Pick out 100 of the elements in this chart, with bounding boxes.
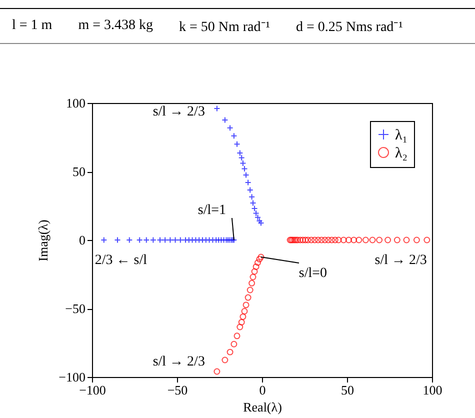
point: [314, 236, 322, 244]
x-tick-label: 50: [341, 382, 354, 398]
point: [230, 340, 238, 348]
point: [220, 236, 227, 244]
y-tick-label: 100: [66, 96, 86, 110]
point: [150, 236, 156, 244]
point: [196, 236, 202, 244]
y-tick-label: 0: [79, 232, 86, 248]
x-tick-label: −50: [167, 382, 188, 398]
point: [311, 236, 318, 244]
point: [244, 294, 252, 301]
point: [182, 236, 189, 244]
point: [230, 132, 238, 140]
point: [394, 236, 400, 244]
point: [222, 356, 228, 364]
point: [238, 318, 245, 326]
point: [242, 302, 250, 308]
point: [297, 236, 304, 244]
point: [356, 236, 362, 244]
point: [226, 124, 234, 132]
point: [114, 236, 121, 244]
point: [241, 308, 248, 314]
point: [189, 236, 196, 244]
point: [212, 236, 220, 244]
point: [100, 236, 108, 244]
point: [254, 259, 261, 266]
point: [335, 236, 342, 244]
point: [136, 236, 143, 244]
point: [403, 236, 410, 244]
annotation: s/l=0: [298, 266, 328, 281]
point: [234, 140, 240, 148]
y-tick-label: 50: [72, 164, 86, 179]
y-tick-label: −100: [58, 370, 86, 384]
point: [242, 172, 250, 178]
point: [199, 236, 206, 244]
point: [236, 324, 244, 330]
point: [143, 236, 150, 244]
annotation: s/l → 2/3: [374, 253, 427, 268]
point: [300, 236, 306, 244]
point: [156, 236, 164, 244]
point: [384, 236, 392, 244]
point: [246, 186, 254, 194]
point: [413, 236, 420, 244]
x-axis-title: Real(λ): [243, 400, 282, 414]
x-tick-label: 100: [422, 382, 442, 398]
point: [126, 236, 133, 244]
point: [162, 236, 168, 244]
point: [302, 236, 309, 244]
point: [240, 313, 246, 320]
point: [251, 268, 258, 275]
point: [256, 256, 263, 262]
point: [166, 236, 174, 244]
point: [250, 274, 256, 280]
point: [246, 286, 254, 294]
point: [215, 236, 222, 244]
text: l = 1 m: [12, 18, 52, 34]
point: [214, 368, 220, 375]
y-tick-label: −50: [65, 301, 86, 316]
point: [328, 236, 335, 244]
point: [226, 348, 234, 356]
point: [369, 236, 376, 244]
text: d = 0.25 Nms rad⁻¹: [296, 19, 403, 36]
point: [308, 236, 315, 244]
x-tick-label: 0: [259, 382, 266, 398]
point: [256, 218, 263, 224]
legend-label: λ₂: [395, 146, 408, 162]
point: [332, 236, 338, 244]
point: [258, 254, 264, 260]
y-axis-title: Imag(λ): [36, 220, 51, 262]
point: [248, 280, 256, 286]
point: [362, 236, 369, 244]
text: k = 50 Nm rad⁻¹: [178, 19, 270, 36]
point: [209, 236, 216, 244]
point: [186, 236, 192, 244]
point: [222, 116, 228, 124]
point: [304, 236, 312, 244]
point: [248, 194, 256, 200]
point: [340, 236, 347, 244]
text: m = 3.438 kg: [78, 18, 153, 34]
annotation: s/l → 2/3: [152, 104, 205, 120]
annotation: s/l → 2/3: [152, 354, 205, 370]
point: [234, 332, 240, 340]
legend-label: λ₁: [395, 128, 408, 144]
point: [244, 179, 252, 186]
point: [206, 236, 213, 244]
point: [202, 236, 210, 244]
point: [424, 236, 430, 244]
point: [177, 236, 184, 244]
annotation: s/l=1: [198, 203, 226, 218]
point: [172, 236, 179, 244]
point: [376, 236, 383, 244]
point: [318, 236, 325, 244]
annotation: 2/3 ← s/l: [94, 253, 148, 268]
point: [322, 236, 328, 244]
point: [350, 236, 358, 244]
point: [252, 263, 260, 270]
point: [345, 236, 352, 244]
point: [325, 236, 332, 244]
point: [192, 236, 199, 244]
point: [218, 236, 224, 244]
